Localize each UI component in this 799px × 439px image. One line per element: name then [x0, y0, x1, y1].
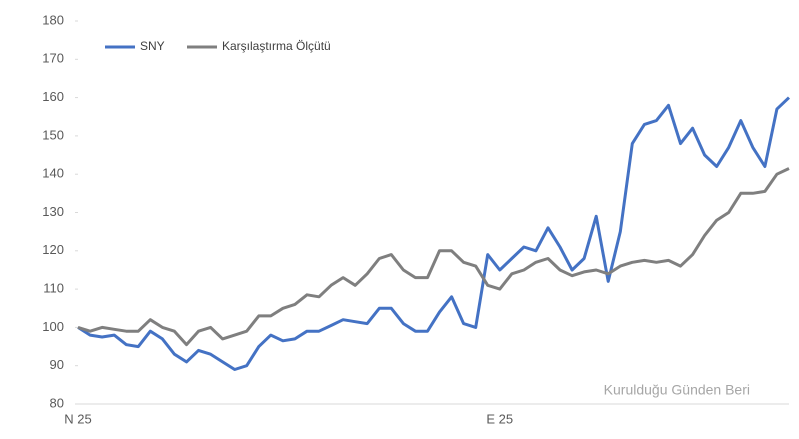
annotation: Kurulduğu Günden Beri — [604, 382, 750, 398]
y-tick-label: 130 — [42, 204, 64, 219]
y-tick-label: 90 — [50, 357, 64, 372]
y-tick-label: 80 — [50, 395, 64, 410]
y-tick-label: 150 — [42, 127, 64, 142]
y-tick-label: 100 — [42, 319, 64, 334]
y-tick-label: 140 — [42, 166, 64, 181]
x-tick-label: N 25 — [64, 411, 91, 426]
legend-label: Karşılaştırma Ölçütü — [222, 39, 331, 53]
y-tick-label: 170 — [42, 51, 64, 66]
legend-label: SNY — [140, 39, 165, 53]
x-tick-label: E 25 — [486, 411, 513, 426]
series-line — [77, 96, 791, 371]
y-tick-label: 110 — [43, 281, 64, 296]
series-line — [77, 167, 790, 347]
y-tick-label: 180 — [42, 12, 64, 27]
y-tick-label: 120 — [42, 242, 64, 257]
y-tick-label: 160 — [42, 89, 64, 104]
